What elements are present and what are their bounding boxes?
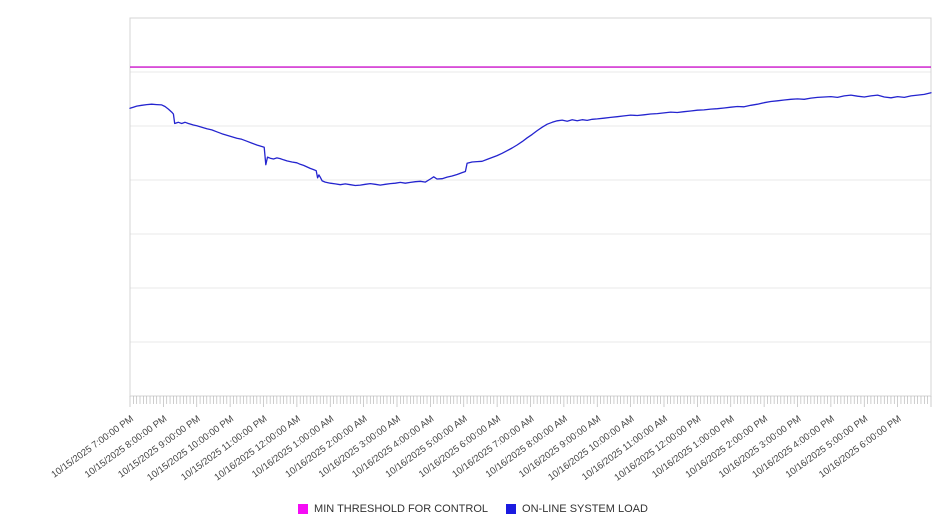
legend-item-min-threshold[interactable]: MIN THRESHOLD FOR CONTROL bbox=[298, 503, 488, 515]
min-threshold-swatch-icon bbox=[298, 504, 309, 514]
legend-item-system-load[interactable]: ON-LINE SYSTEM LOAD bbox=[506, 503, 648, 515]
system-load-line bbox=[129, 92, 932, 187]
x-axis-ticks bbox=[129, 396, 932, 407]
gridlines bbox=[130, 71, 931, 343]
system-load-swatch-icon bbox=[506, 504, 517, 514]
chart-legend: MIN THRESHOLD FOR CONTROL ON-LINE SYSTEM… bbox=[0, 496, 946, 522]
plot-border bbox=[129, 17, 932, 397]
legend-label-system-load: ON-LINE SYSTEM LOAD bbox=[522, 503, 648, 515]
legend-label-min-threshold: MIN THRESHOLD FOR CONTROL bbox=[314, 503, 489, 515]
